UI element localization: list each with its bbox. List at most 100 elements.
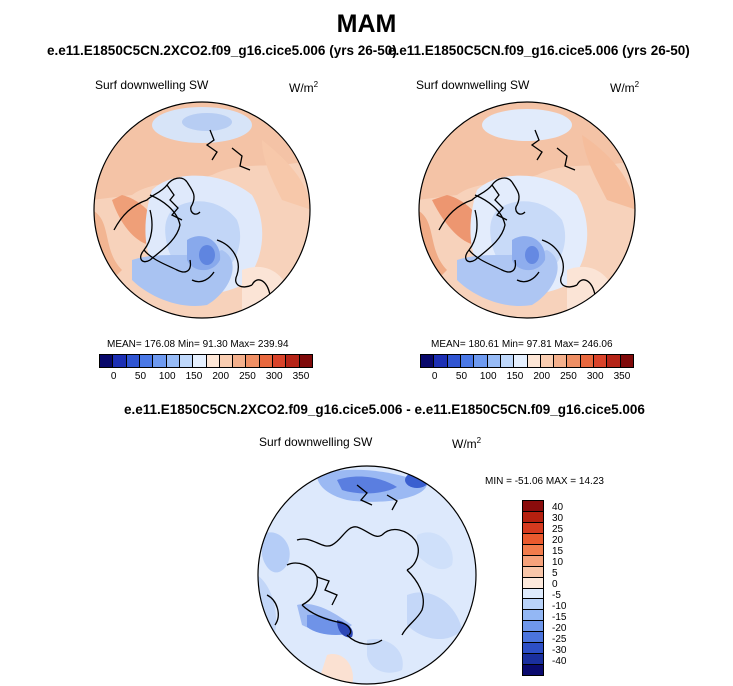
panel3-title: e.e11.E1850C5CN.2XCO2.f09_g16.cice5.006 … — [124, 402, 645, 417]
colorbar-tick-label: 25 — [552, 523, 564, 535]
colorbar-tick-label: 100 — [479, 371, 497, 382]
colorbar-tick-label: 5 — [552, 567, 558, 579]
colorbar-swatch — [514, 355, 528, 367]
colorbar-swatch — [527, 355, 541, 367]
panel2-units: W/m2 — [610, 80, 640, 95]
colorbar-swatch — [523, 610, 543, 622]
colorbar-tick-label: -5 — [552, 589, 561, 601]
colorbar-swatch — [523, 654, 543, 666]
colorbar-swatch — [259, 355, 274, 367]
colorbar-tick-label: 350 — [292, 371, 310, 382]
panel3-units: W/m2 — [452, 436, 482, 451]
colorbar-swatch — [523, 665, 543, 675]
colorbar-tick-label: -15 — [552, 611, 567, 623]
colorbar-tick-label: 300 — [265, 371, 283, 382]
panel3-polar-map — [257, 465, 477, 685]
colorbar-tick-label: -40 — [552, 655, 567, 667]
panel2-variable-label: Surf downwelling SW — [416, 78, 530, 92]
colorbar-swatch — [540, 355, 555, 367]
colorbar-tick-label: 50 — [455, 371, 468, 382]
panel1-stats: MEAN= 176.08 Min= 91.30 Max= 239.94 — [107, 339, 289, 350]
colorbar-swatch — [153, 355, 167, 367]
colorbar-tick-label: -30 — [552, 644, 567, 656]
colorbar-tick-label: 0 — [431, 371, 438, 382]
colorbar-tick-label: 250 — [239, 371, 256, 382]
colorbar-tick-label: 50 — [134, 371, 147, 382]
colorbar-swatch — [580, 355, 595, 367]
colorbar-tick-label: 200 — [533, 371, 551, 382]
panel1-polar-map — [93, 101, 311, 319]
colorbar-swatch — [487, 355, 501, 367]
panel2-colorbar — [420, 354, 634, 368]
colorbar-swatch — [523, 588, 543, 600]
colorbar-swatch — [421, 355, 435, 367]
colorbar-swatch — [126, 355, 140, 367]
colorbar-swatch — [523, 501, 543, 512]
colorbar-swatch — [523, 599, 543, 611]
panel1-colorbar — [99, 354, 313, 368]
panel1-units: W/m2 — [289, 80, 319, 95]
colorbar-swatch — [286, 355, 300, 367]
colorbar-swatch — [523, 511, 543, 523]
colorbar-swatch — [233, 355, 247, 367]
panel1-colorbar-labels: 0 50 100 150 200 250 300 350 — [99, 371, 313, 385]
panel3-colorbar — [522, 500, 544, 676]
colorbar-swatch — [206, 355, 220, 367]
colorbar-swatch — [100, 355, 114, 367]
colorbar-tick-label: 0 — [110, 371, 117, 382]
colorbar-swatch — [523, 533, 543, 545]
colorbar-tick-label: 300 — [586, 371, 604, 382]
colorbar-swatch — [523, 621, 543, 633]
colorbar-tick-label: 15 — [552, 545, 564, 557]
colorbar-swatch — [246, 355, 260, 367]
colorbar-swatch — [607, 355, 621, 367]
colorbar-swatch — [523, 566, 543, 578]
panel3-variable-label: Surf downwelling SW — [259, 435, 373, 449]
panel2-polar-map — [418, 101, 636, 319]
colorbar-swatch — [523, 643, 543, 655]
colorbar-swatch — [554, 355, 568, 367]
colorbar-swatch — [166, 355, 180, 367]
panel3-colorbar-labels: 40 30 25 20 15 10 5 0 -5 -10 -15 -20 -25 -30 -40 — [524, 500, 567, 676]
colorbar-tick-label: 350 — [613, 371, 631, 382]
colorbar-tick-label: 150 — [506, 371, 524, 382]
main-title: MAM — [336, 10, 397, 38]
colorbar-swatch — [567, 355, 581, 367]
colorbar-swatch — [523, 632, 543, 644]
colorbar-swatch — [620, 355, 633, 367]
colorbar-swatch — [523, 555, 543, 567]
colorbar-swatch — [219, 355, 234, 367]
panel3-stats: MIN = -51.06 MAX = 14.23 — [485, 476, 604, 487]
colorbar-swatch — [447, 355, 461, 367]
colorbar-tick-label: 30 — [552, 512, 564, 524]
colorbar-tick-label: 250 — [560, 371, 577, 382]
colorbar-swatch — [179, 355, 194, 367]
panel1-variable-label: Surf downwelling SW — [95, 78, 209, 92]
colorbar-swatch — [474, 355, 488, 367]
panel2-title: e.e11.E1850C5CN.f09_g16.cice5.006 (yrs 2… — [388, 43, 690, 58]
colorbar-swatch — [460, 355, 475, 367]
colorbar-swatch — [193, 355, 207, 367]
colorbar-tick-label: 200 — [212, 371, 230, 382]
colorbar-swatch — [594, 355, 608, 367]
colorbar-tick-label: -25 — [552, 633, 567, 645]
colorbar-tick-label: 150 — [185, 371, 203, 382]
colorbar-swatch — [299, 355, 312, 367]
colorbar-swatch — [434, 355, 448, 367]
panel1-title: e.e11.E1850C5CN.2XCO2.f09_g16.cice5.006 … — [47, 43, 397, 58]
colorbar-tick-label: -20 — [552, 622, 567, 634]
colorbar-swatch — [500, 355, 515, 367]
colorbar-tick-label: 10 — [552, 556, 564, 568]
colorbar-tick-label: 100 — [158, 371, 176, 382]
colorbar-swatch — [273, 355, 287, 367]
colorbar-swatch — [113, 355, 127, 367]
colorbar-tick-label: 40 — [552, 501, 564, 513]
colorbar-tick-label: -10 — [552, 600, 567, 612]
panel2-colorbar-labels: 0 50 100 150 200 250 300 350 — [420, 371, 634, 385]
panel2-stats: MEAN= 180.61 Min= 97.81 Max= 246.06 — [431, 339, 613, 350]
colorbar-tick-label: 0 — [552, 578, 558, 590]
colorbar-tick-label: 20 — [552, 534, 564, 546]
colorbar-swatch — [139, 355, 154, 367]
colorbar-swatch — [523, 577, 543, 589]
colorbar-swatch — [523, 522, 543, 534]
